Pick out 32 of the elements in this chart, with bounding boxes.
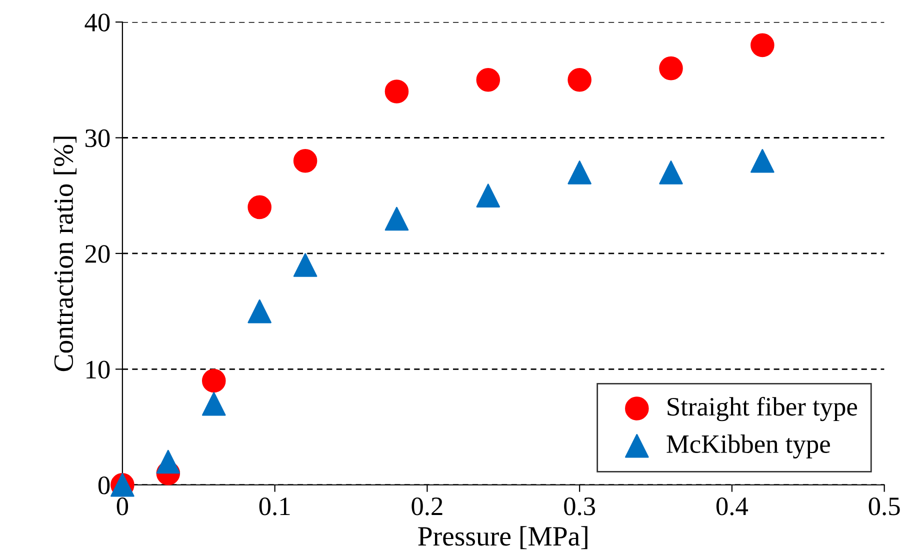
point xyxy=(659,160,683,184)
y-tick-label: 20 xyxy=(85,245,110,263)
point xyxy=(384,206,409,231)
x-tick-label: 0 xyxy=(116,497,128,516)
point xyxy=(202,392,226,416)
point xyxy=(568,160,592,184)
x-tick-label: 0.4 xyxy=(716,497,748,516)
y-tick-label: 40 xyxy=(84,14,110,32)
y-tick-label: 0 xyxy=(98,476,110,494)
point xyxy=(156,450,180,474)
point xyxy=(750,33,774,58)
legend-label: McKibben type xyxy=(666,434,830,458)
x-tick-label: 0.5 xyxy=(868,497,900,516)
x-tick-label: 0.1 xyxy=(259,497,290,516)
point xyxy=(476,68,500,92)
point xyxy=(384,80,409,104)
point xyxy=(750,149,774,173)
x-axis-title: Pressure [MPa] xyxy=(418,526,588,550)
y-tick-label: 10 xyxy=(86,360,110,379)
point xyxy=(248,195,272,220)
y-tick-label: 30 xyxy=(86,129,110,148)
legend-label: Straight fiber type xyxy=(668,396,858,422)
point xyxy=(293,253,318,277)
point xyxy=(202,368,226,393)
point xyxy=(476,184,500,208)
point xyxy=(568,68,592,92)
y-axis-title: Contraction ratio [%] xyxy=(54,136,76,372)
point xyxy=(293,149,318,173)
point xyxy=(659,56,683,80)
point xyxy=(248,299,272,324)
x-tick-label: 0.3 xyxy=(564,497,596,516)
x-tick-label: 0.2 xyxy=(412,497,442,516)
